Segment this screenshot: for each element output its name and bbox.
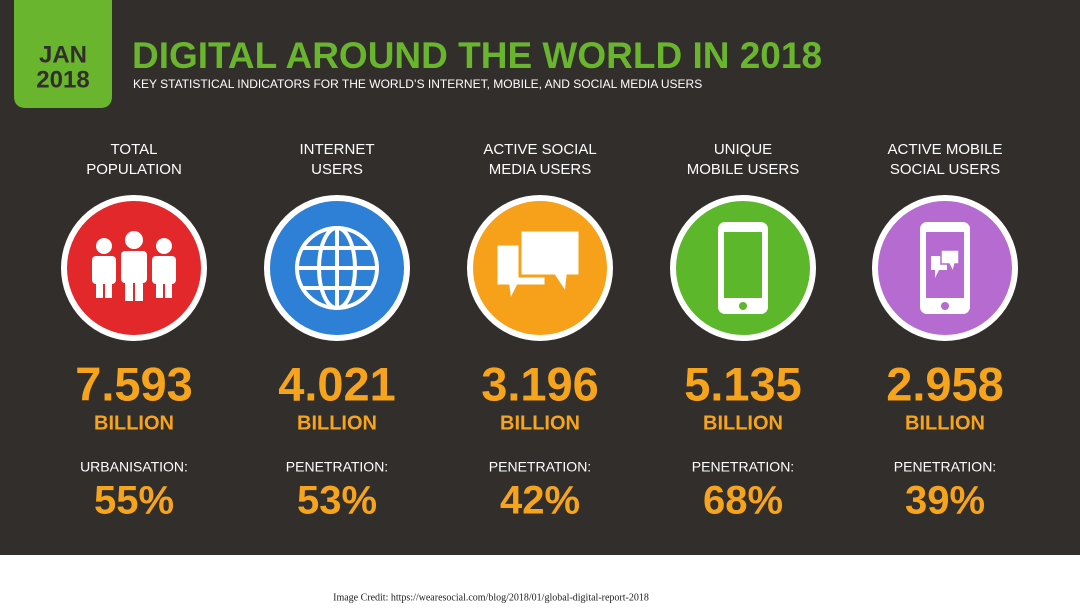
stat-value: 7.593	[75, 357, 193, 410]
sub-label: URBANISATION:	[80, 459, 188, 475]
column-label: SOCIAL USERS	[890, 161, 1000, 178]
stat-value: 3.196	[481, 357, 599, 410]
population-icon	[61, 195, 207, 341]
stat-value: 5.135	[684, 357, 802, 410]
subtitle: KEY STATISTICAL INDICATORS FOR THE WORLD…	[133, 77, 702, 91]
percent-value: 53%	[297, 479, 377, 523]
percent-value: 55%	[94, 479, 174, 523]
stat-unit: BILLION	[703, 412, 783, 434]
stat-unit: BILLION	[500, 412, 580, 434]
social-icon	[467, 195, 613, 341]
date-badge	[14, 0, 112, 108]
sub-label: PENETRATION:	[489, 459, 591, 475]
stat-value: 2.958	[886, 357, 1004, 410]
percent-value: 42%	[500, 479, 580, 523]
column-label: MOBILE USERS	[687, 161, 800, 178]
title: DIGITAL AROUND THE WORLD IN 2018	[132, 35, 822, 76]
stat-unit: BILLION	[297, 412, 377, 434]
internet-icon	[264, 195, 410, 341]
column-label: UNIQUE	[714, 141, 772, 158]
stat-unit: BILLION	[905, 412, 985, 434]
stat-value: 4.021	[278, 357, 396, 410]
column-label: MEDIA USERS	[489, 161, 592, 178]
percent-value: 68%	[703, 479, 783, 523]
mobile-social-icon	[872, 195, 1018, 341]
column-label: POPULATION	[86, 161, 182, 178]
mobile-icon	[670, 195, 816, 341]
column-label: ACTIVE MOBILE	[887, 141, 1002, 158]
column-label: ACTIVE SOCIAL	[483, 141, 596, 158]
sub-label: PENETRATION:	[894, 459, 996, 475]
badge-year: 2018	[36, 66, 89, 93]
sub-label: PENETRATION:	[286, 459, 388, 475]
column-label: USERS	[311, 161, 363, 178]
badge-month: JAN	[39, 41, 87, 68]
percent-value: 39%	[905, 479, 985, 523]
column-label: TOTAL	[111, 141, 158, 158]
stat-unit: BILLION	[94, 412, 174, 434]
image-credit: Image Credit: https://wearesocial.com/bl…	[333, 592, 649, 603]
columns: TOTALPOPULATION7.593BILLIONURBANISATION:…	[75, 141, 1004, 523]
column-label: INTERNET	[300, 141, 375, 158]
sub-label: PENETRATION:	[692, 459, 794, 475]
